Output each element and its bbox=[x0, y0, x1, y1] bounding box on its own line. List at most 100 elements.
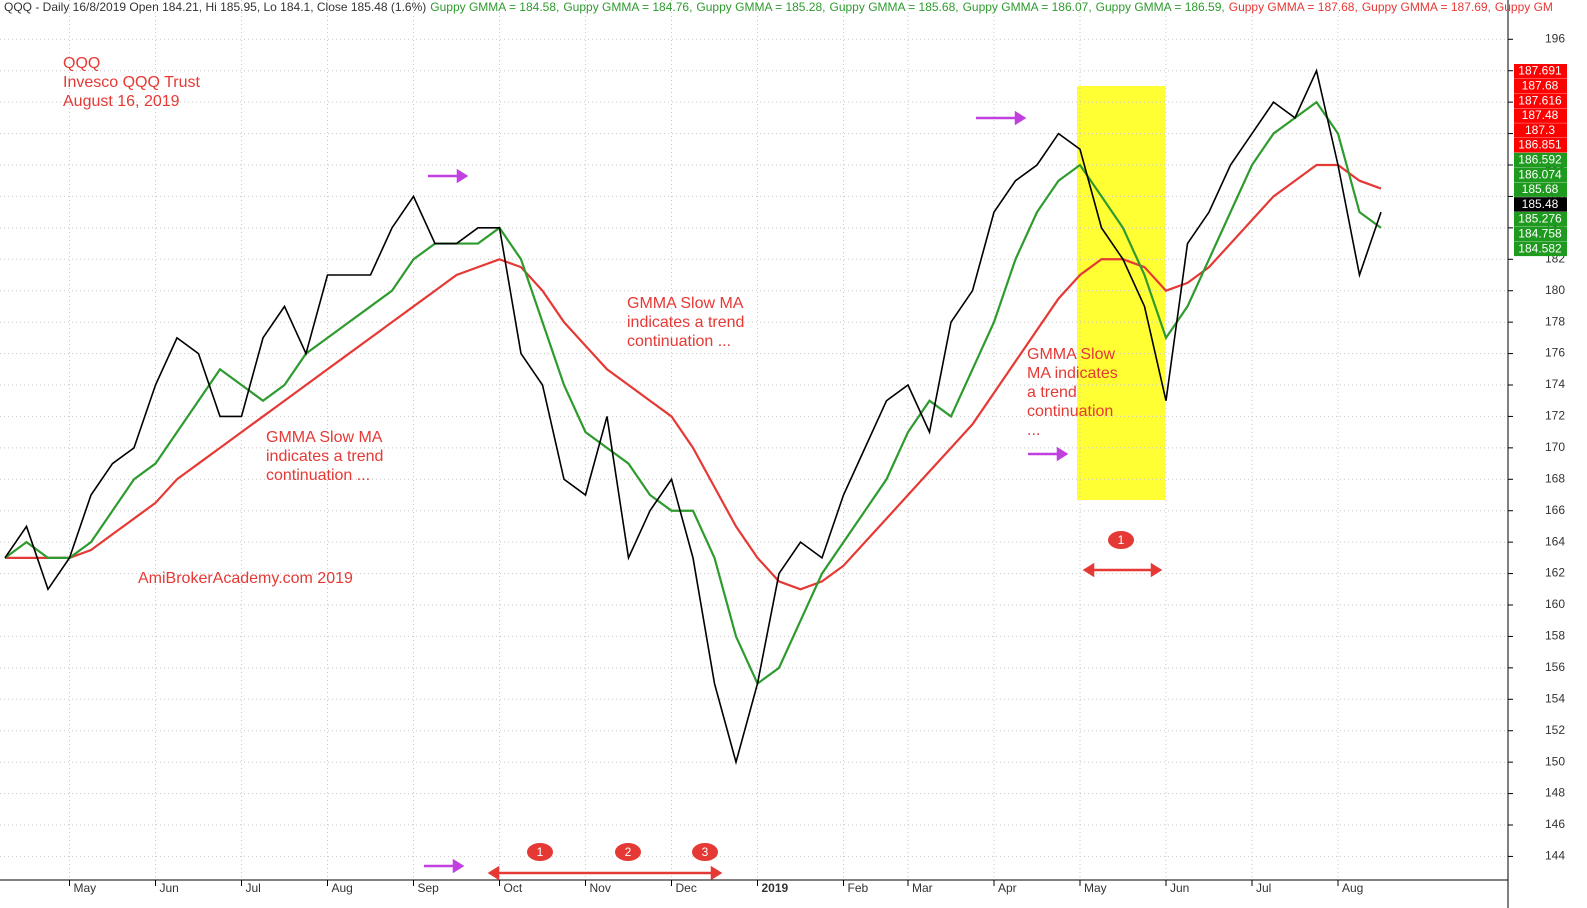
annotation: indicates a trend bbox=[266, 448, 383, 465]
y-tick-label: 158 bbox=[1545, 629, 1565, 643]
price-tag-label: 184.582 bbox=[1518, 241, 1562, 255]
x-tick-label: Jul bbox=[246, 881, 261, 895]
price-tag-label: 185.48 bbox=[1522, 197, 1559, 211]
header-segment: Guppy GMMA = 186.07, bbox=[963, 0, 1092, 14]
header-segment: Guppy GMMA = 185.68, bbox=[830, 0, 959, 14]
header-segment: Guppy GMMA = 187.69, bbox=[1362, 0, 1491, 14]
price-tag bbox=[1514, 212, 1567, 227]
y-tick-label: 170 bbox=[1545, 440, 1565, 454]
x-tick-label: Oct bbox=[504, 881, 523, 895]
annotation: continuation ... bbox=[627, 333, 731, 350]
y-tick-label: 166 bbox=[1545, 503, 1565, 517]
annotation: GMMA Slow bbox=[1027, 346, 1115, 363]
annotation: MA indicates bbox=[1027, 365, 1118, 382]
title-line: Invesco QQQ Trust bbox=[63, 74, 200, 91]
marker-label: 2 bbox=[625, 845, 632, 859]
range-arrow bbox=[487, 865, 723, 881]
x-tick-label: Aug bbox=[1342, 881, 1363, 895]
price-tag-label: 186.851 bbox=[1518, 138, 1562, 152]
annotation: indicates a trend bbox=[627, 314, 744, 331]
annotation: GMMA Slow MA bbox=[266, 429, 383, 446]
marker-badge bbox=[692, 843, 718, 861]
y-tick-label: 172 bbox=[1545, 409, 1565, 423]
price-tag bbox=[1514, 93, 1567, 109]
price-tag-label: 184.758 bbox=[1518, 226, 1562, 240]
header-segment: Guppy GMMA = 184.58, bbox=[430, 0, 559, 14]
price-tag-label: 185.68 bbox=[1522, 182, 1559, 196]
watermark: AmiBrokerAcademy.com 2019 bbox=[138, 570, 353, 587]
marker-badge bbox=[527, 843, 553, 861]
x-tick-label: Aug bbox=[332, 881, 353, 895]
price-tag-label: 187.3 bbox=[1525, 123, 1555, 137]
x-tick-label: Dec bbox=[676, 881, 697, 895]
header-segment: Guppy GM bbox=[1495, 0, 1553, 14]
header-segment: Guppy GMMA = 185.28, bbox=[696, 0, 825, 14]
series-line bbox=[4, 68, 1382, 766]
price-tag bbox=[1514, 167, 1567, 183]
arrow bbox=[1028, 446, 1069, 462]
arrow bbox=[424, 858, 465, 874]
series-line bbox=[4, 100, 1382, 686]
price-tag bbox=[1514, 78, 1567, 94]
price-tag bbox=[1514, 182, 1567, 197]
header-segment: Guppy GMMA = 184.76, bbox=[563, 0, 692, 14]
price-tag bbox=[1514, 64, 1567, 79]
x-tick-label: Mar bbox=[912, 881, 933, 895]
y-tick-label: 180 bbox=[1545, 283, 1565, 297]
header-segment: QQQ - Daily 16/8/2019 Open 184.21, Hi 18… bbox=[4, 0, 426, 14]
y-tick-label: 178 bbox=[1545, 314, 1565, 328]
y-tick-label: 148 bbox=[1545, 786, 1565, 800]
y-tick-label: 156 bbox=[1545, 660, 1565, 674]
price-tag bbox=[1514, 138, 1567, 153]
y-tick-label: 144 bbox=[1545, 849, 1565, 863]
price-tag-label: 187.48 bbox=[1522, 108, 1559, 122]
price-tag-label: 186.074 bbox=[1518, 167, 1562, 181]
price-tag bbox=[1514, 226, 1567, 242]
y-tick-label: 164 bbox=[1545, 534, 1565, 548]
x-tick-label: 2019 bbox=[762, 881, 789, 895]
price-tag-label: 185.276 bbox=[1518, 212, 1562, 226]
price-tag bbox=[1514, 152, 1567, 168]
marker-label: 3 bbox=[702, 845, 709, 859]
title-line: August 16, 2019 bbox=[63, 93, 180, 110]
y-tick-label: 168 bbox=[1545, 471, 1565, 485]
arrows bbox=[424, 110, 1163, 881]
x-tick-label: Jun bbox=[1170, 881, 1189, 895]
x-tick-label: Apr bbox=[998, 881, 1017, 895]
arrow bbox=[976, 110, 1027, 126]
x-tick-label: Jun bbox=[160, 881, 179, 895]
y-tick-label: 146 bbox=[1545, 817, 1565, 831]
header-segment: Guppy GMMA = 186.59, bbox=[1096, 0, 1225, 14]
price-tag bbox=[1514, 241, 1567, 257]
marker-badge bbox=[615, 843, 641, 861]
price-tag-label: 186.592 bbox=[1518, 152, 1562, 166]
marker-label: 1 bbox=[1118, 533, 1125, 547]
annotation: a trend bbox=[1027, 384, 1077, 401]
y-tick-label: 154 bbox=[1545, 691, 1565, 705]
annotation: continuation ... bbox=[266, 467, 370, 484]
x-tick-label: Sep bbox=[418, 881, 440, 895]
annotation: GMMA Slow MA bbox=[627, 295, 744, 312]
y-tick-label: 160 bbox=[1545, 597, 1565, 611]
x-tick-label: Jul bbox=[1256, 881, 1271, 895]
x-tick-label: Nov bbox=[590, 881, 611, 895]
marker-label: 1 bbox=[537, 845, 544, 859]
x-tick-label: May bbox=[74, 881, 97, 895]
y-tick-label: 174 bbox=[1545, 377, 1565, 391]
y-tick-label: 196 bbox=[1545, 31, 1565, 45]
header: QQQ - Daily 16/8/2019 Open 184.21, Hi 18… bbox=[4, 0, 1553, 14]
price-tag bbox=[1514, 197, 1567, 212]
y-tick-label: 162 bbox=[1545, 566, 1565, 580]
price-tag-label: 187.616 bbox=[1518, 93, 1562, 107]
title-line: QQQ bbox=[63, 55, 100, 72]
arrow bbox=[428, 168, 469, 184]
price-tag bbox=[1514, 123, 1567, 138]
price-tag-label: 187.691 bbox=[1518, 64, 1562, 78]
header-segment: Guppy GMMA = 187.68, bbox=[1229, 0, 1358, 14]
x-tick-label: May bbox=[1084, 881, 1107, 895]
price-tag-label: 187.68 bbox=[1522, 78, 1559, 92]
annotation: ... bbox=[1027, 422, 1040, 439]
annotation: continuation bbox=[1027, 403, 1113, 420]
y-tick-label: 152 bbox=[1545, 723, 1565, 737]
